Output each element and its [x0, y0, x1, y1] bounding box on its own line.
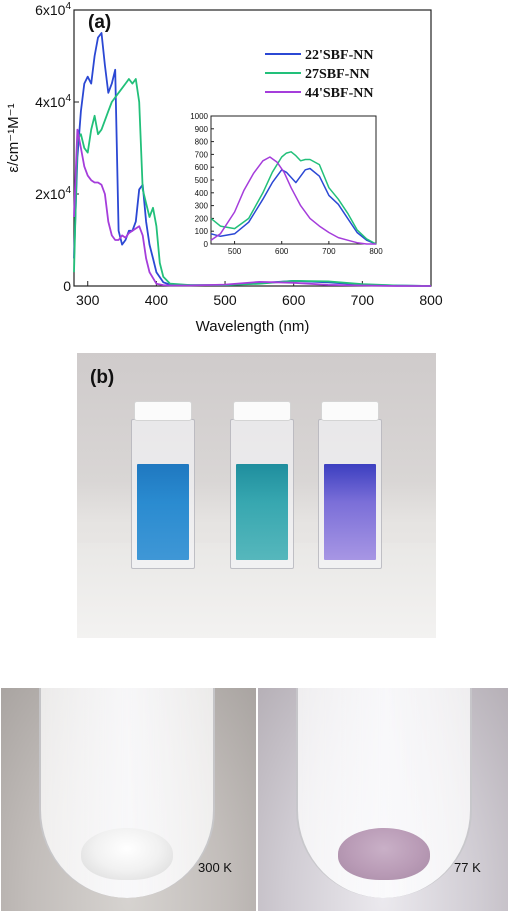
inset-plot: 500 600 700 800 0 100 200 300 400 500 600 700 800 900…	[190, 112, 383, 256]
inset-series-line-3	[210, 156, 376, 245]
inset-y-tick-label: 400	[195, 189, 209, 198]
y-axis-label: ε/cm⁻¹M⁻¹	[5, 103, 22, 172]
cuvette-cap	[321, 401, 379, 421]
inset-y-tick-label: 100	[195, 227, 209, 236]
cuvette-cap	[233, 401, 291, 421]
powder-photo-77k: 77 K	[258, 688, 508, 911]
inset-y-tick-label: 800	[195, 138, 209, 147]
white-powder	[81, 828, 173, 880]
legend-entry-label: 22'SBF-NN	[305, 48, 373, 63]
inset-series-line-2	[210, 151, 377, 245]
x-tick-label: 700	[351, 292, 375, 308]
inset-y-tick-label: 500	[195, 176, 209, 185]
inset-series-line-1	[210, 167, 377, 245]
temperature-label-300k: 300 K	[198, 860, 232, 875]
x-tick-label: 600	[282, 292, 306, 308]
panel-b-label: (b)	[90, 367, 114, 388]
inset-y-tick-label: 700	[195, 150, 209, 159]
inset-x-tick-label: 600	[275, 247, 289, 256]
plot-frame	[73, 9, 432, 287]
x-tick-label: 800	[419, 292, 443, 308]
powder-photo-300k: 300 K	[1, 688, 256, 911]
inset-y-tick-label: 200	[195, 214, 209, 223]
cuvette-cap	[134, 401, 192, 421]
cuvette-44sbf	[318, 401, 382, 569]
x-tick-label: 500	[213, 292, 237, 308]
blue-solution	[137, 464, 189, 560]
inset-y-tick-label: 300	[195, 202, 209, 211]
panel-a-label: (a)	[88, 12, 111, 33]
cuvette-photo: (b)	[77, 353, 436, 638]
y-tick-label: 4x104	[35, 93, 71, 110]
sample-tube	[296, 688, 472, 898]
series-line-3	[73, 128, 431, 287]
inset-x-tick-label: 700	[322, 247, 336, 256]
main-plot: 300 400 500 600 700 800 0 2x104 4x104 6x104 Wavele…	[5, 1, 443, 335]
y-tick-label: 0	[63, 278, 71, 294]
cuvette-27sbf	[230, 401, 294, 569]
violet-solution	[324, 464, 376, 560]
x-tick-label: 300	[76, 292, 100, 308]
panel-b-label-layer: (b)	[90, 367, 114, 388]
x-tick-label: 400	[145, 292, 169, 308]
legend: 22'SBF-NN 27SBF-NN 44'SBF-NN	[265, 48, 373, 101]
inset-y-tick-label: 0	[204, 240, 209, 249]
y-tick-exponent: 4	[65, 93, 71, 104]
cuvette-22sbf	[131, 401, 195, 569]
y-tick-label: 6x104	[35, 1, 71, 18]
pink-powder	[338, 828, 430, 880]
temperature-label-77k: 77 K	[454, 860, 481, 875]
inset-x-tick-label: 800	[369, 247, 383, 256]
y-tick-label: 2x104	[35, 185, 71, 202]
inset-x-tick-label: 500	[228, 247, 242, 256]
y-tick-exponent: 4	[65, 185, 71, 196]
inset-y-tick-label: 900	[195, 125, 209, 134]
x-axis-label: Wavelength (nm)	[196, 318, 310, 335]
inset-y-tick-label: 600	[195, 163, 209, 172]
inset-y-tick-label: 1000	[190, 112, 208, 121]
y-tick-exponent: 4	[65, 1, 71, 12]
absorption-chart: (a) 300 400 500 600 700 800 0 2x104 4x104 6x104 Wa…	[5, 1, 443, 335]
legend-entry-label: 27SBF-NN	[305, 67, 370, 82]
legend-entry-label: 44'SBF-NN	[305, 86, 373, 101]
teal-solution	[236, 464, 288, 560]
sample-tube	[39, 688, 215, 898]
